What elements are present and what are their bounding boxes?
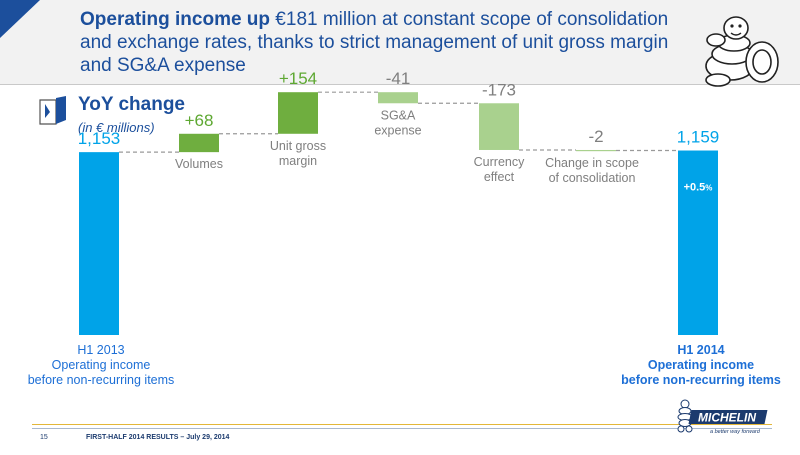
category-label-2-1: margin — [279, 154, 317, 168]
section-subtitle: (in € millions) — [78, 120, 155, 135]
category-label-5-1: of consolidation — [549, 171, 636, 185]
label-h1-2013-line3: before non-recurring items — [27, 373, 175, 387]
value-label-4: -173 — [482, 80, 516, 99]
annotation-label: +0.5% — [684, 182, 713, 194]
value-label-6: 1,159 — [677, 128, 720, 147]
bar-2 — [278, 92, 318, 134]
logo-band — [688, 410, 768, 424]
slide-title-strong: Operating income up — [80, 9, 271, 30]
logo-bibendum-icon — [677, 399, 693, 433]
michelin-logo: MICHELIN a better way forward — [677, 399, 768, 435]
bar-1 — [179, 133, 219, 153]
section-marker-icon — [39, 96, 66, 125]
annotation-unit: % — [705, 184, 712, 193]
slide-title: Operating income up €181 million at cons… — [80, 8, 680, 77]
category-label-4-1: effect — [484, 170, 515, 184]
header-divider — [0, 84, 800, 85]
category-label-4-0: Currency — [474, 155, 525, 169]
value-label-2: +154 — [279, 69, 317, 88]
header-corner-accent — [0, 0, 40, 38]
value-label-3: -41 — [386, 69, 411, 88]
footer-accent-rule — [32, 424, 772, 425]
footer-rule — [32, 428, 772, 429]
category-label-3-0: SG&A — [381, 108, 416, 122]
slide-title-rest: €181 million at constant scope of consol… — [80, 9, 669, 76]
footer-text: FIRST-HALF 2014 RESULTS – July 29, 2014 — [86, 434, 230, 441]
label-h1-2013-line2: Operating income — [51, 358, 151, 372]
value-label-0: 1,153 — [78, 129, 121, 148]
label-h1-2013: H1 2013 Operating income before non-recu… — [16, 343, 186, 388]
label-h1-2014-line3: before non-recurring items — [621, 373, 781, 387]
bar-5 — [576, 149, 616, 152]
bibendum-mascot-icon — [705, 16, 779, 87]
label-h1-2014-line2: Operating income — [647, 358, 755, 372]
category-label-2-0: Unit gross — [270, 139, 326, 153]
header-band — [0, 0, 800, 84]
label-h1-2014: H1 2014 Operating income before non-recu… — [606, 343, 796, 388]
bar-0 — [79, 152, 119, 335]
category-label-5-0: Change in scope — [545, 156, 639, 170]
label-h1-2013-line1: H1 2013 — [77, 343, 125, 357]
logo-wordmark: MICHELIN — [698, 411, 756, 425]
value-label-5: -2 — [588, 127, 603, 146]
value-label-1: +68 — [185, 111, 214, 130]
logo-tagline: a better way forward — [710, 429, 761, 435]
bar-6 — [678, 150, 718, 335]
section-title: YoY change — [78, 94, 185, 115]
category-label-3-1: expense — [374, 123, 421, 137]
bar-3 — [378, 92, 418, 104]
category-label-1-0: Volumes — [175, 157, 223, 171]
page-number: 15 — [40, 434, 48, 441]
bar-4 — [479, 103, 519, 150]
label-h1-2014-line1: H1 2014 — [677, 343, 725, 357]
